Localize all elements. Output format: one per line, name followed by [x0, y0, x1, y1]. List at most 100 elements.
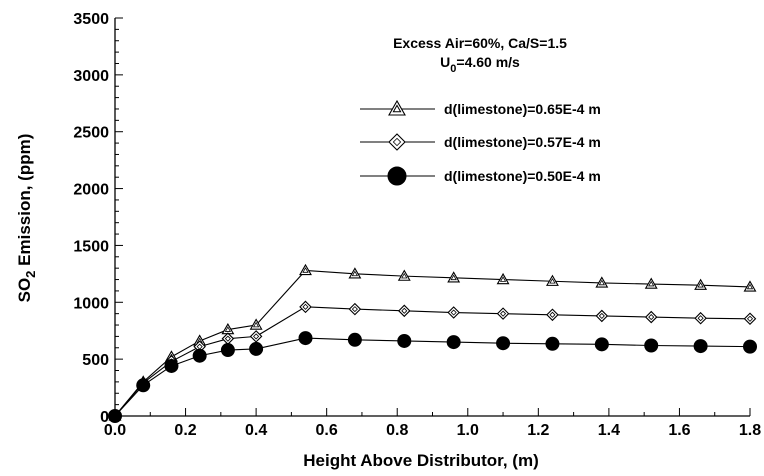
x-tick-label: 1.2: [527, 422, 549, 439]
chart-annotation: Excess Air=60%, Ca/S=1.5 U0=4.60 m/s: [393, 35, 567, 75]
axes: [114, 18, 750, 417]
legend: d(limestone)=0.65E-4 m d(limestone)=0.57…: [360, 99, 601, 186]
data-point-s1-11: [545, 274, 559, 286]
data-point-s2-14: [694, 311, 707, 325]
data-point-s2-12-inner: [598, 312, 605, 319]
data-point-s2-4-inner: [224, 335, 231, 342]
data-point-s2-13: [644, 310, 658, 324]
data-point-s1-8-inner: [401, 272, 408, 279]
data-point-s3-13: [644, 338, 659, 353]
x-tick-label: 1.8: [739, 422, 761, 439]
data-point-s2-6: [299, 300, 312, 314]
data-point-s1-9: [447, 271, 461, 283]
y-tick-label: 3000: [73, 68, 109, 85]
data-point-s3-11: [545, 336, 560, 351]
data-point-s3-6: [298, 331, 313, 346]
y-tick-label: 2000: [73, 182, 109, 199]
data-point-s3-4: [220, 343, 235, 358]
data-point-s2-9: [447, 306, 460, 319]
data-point-s3-14: [693, 339, 708, 354]
y-tick-label: 1000: [73, 295, 109, 312]
legend-label-2: d(limestone)=0.57E-4 m: [444, 134, 601, 150]
legend-marker-1: [388, 99, 406, 116]
data-point-s2-10-inner: [500, 310, 507, 317]
data-point-s2-6-inner: [302, 303, 309, 310]
data-point-s2-4: [221, 332, 235, 345]
data-point-s3-15: [743, 339, 757, 354]
legend-marker-2-inner: [392, 137, 402, 147]
data-point-s2-8: [397, 304, 411, 318]
legend-label-1: d(limestone)=0.65E-4 m: [444, 101, 601, 117]
data-point-s1-15: [743, 280, 757, 292]
x-axis-label: Height Above Distributor, (m): [303, 451, 539, 470]
x-tick-label: 0.0: [104, 422, 126, 439]
data-point-s3-8: [397, 333, 412, 348]
data-point-s2-13-inner: [648, 314, 655, 321]
x-tick-label: 1.4: [598, 422, 620, 439]
y-tick-label: 2500: [73, 125, 109, 142]
y-tick-label: 3500: [73, 11, 109, 28]
data-point-s2-9-inner: [450, 309, 457, 316]
data-point-s2-5-inner: [253, 333, 260, 340]
series-1: [108, 263, 757, 421]
data-point-s3-10: [496, 336, 511, 351]
data-point-s1-10: [496, 272, 510, 285]
x-tick-label: 0.6: [316, 422, 338, 439]
data-point-s1-6: [299, 263, 312, 276]
data-point-s1-11-inner: [549, 277, 556, 284]
series-line-1: [114, 269, 751, 417]
x-tick-label: 0.8: [386, 422, 408, 439]
series-layer: [108, 263, 757, 423]
data-point-s1-13-inner: [648, 280, 655, 287]
annotation-subscript: 0: [450, 63, 456, 75]
data-point-s3-5: [249, 341, 264, 356]
y-tick-label: 1500: [73, 238, 109, 255]
data-point-s2-15: [743, 312, 757, 326]
data-point-s2-12: [595, 309, 609, 323]
legend-marker-1-inner: [392, 104, 402, 113]
data-point-s1-5-inner: [252, 321, 260, 328]
data-point-s2-14-inner: [697, 315, 704, 322]
y-axis-subscript: 2: [23, 271, 38, 278]
annotation-line-2: U0=4.60 m/s: [440, 54, 520, 75]
data-point-s2-5: [249, 330, 263, 343]
y-axis-label: SO2 Emission, (ppm): [15, 134, 38, 303]
data-point-s1-12: [595, 276, 609, 288]
data-point-s1-14: [694, 278, 708, 290]
data-point-s1-14-inner: [697, 281, 704, 288]
data-point-s2-11-inner: [549, 311, 556, 318]
ticks: 0.0 0.2 0.4 0.6 0.8 1.0 1.2 1.4 1.6 1.8 0 500 1000 15…: [73, 11, 761, 439]
data-point-s1-6-inner: [302, 267, 309, 273]
data-point-s2-8-inner: [401, 307, 408, 314]
data-point-s1-12-inner: [598, 279, 605, 286]
x-tick-label: 1.6: [668, 422, 690, 439]
data-point-s3-9: [446, 335, 461, 350]
legend-marker-2: [388, 133, 406, 151]
data-point-s3-2: [164, 358, 179, 373]
legend-label-3: d(limestone)=0.50E-4 m: [444, 168, 601, 184]
data-point-s2-10: [496, 307, 510, 320]
data-point-s3-0: [108, 409, 122, 423]
y-tick-label: 500: [82, 352, 109, 369]
x-tick-label: 1.0: [457, 422, 479, 439]
data-point-s1-13: [644, 277, 658, 289]
data-point-s3-3: [192, 348, 207, 363]
data-point-s3-1: [136, 378, 151, 393]
series-line-3: [114, 337, 751, 417]
data-point-s3-7: [347, 332, 362, 347]
series-2: [108, 300, 757, 423]
data-point-s2-7-inner: [351, 306, 358, 313]
x-tick-label: 0.2: [174, 422, 196, 439]
data-point-s2-15-inner: [746, 315, 754, 322]
data-point-s1-7-inner: [351, 270, 359, 277]
data-point-s1-15-inner: [746, 283, 754, 290]
data-point-s2-11: [546, 308, 559, 322]
legend-marker-3: [387, 166, 407, 186]
series-3: [108, 331, 757, 423]
data-point-s1-10-inner: [499, 276, 507, 282]
data-point-s3-12: [594, 337, 609, 352]
annotation-line-1: Excess Air=60%, Ca/S=1.5: [393, 35, 567, 51]
y-tick-label: 0: [100, 409, 109, 426]
